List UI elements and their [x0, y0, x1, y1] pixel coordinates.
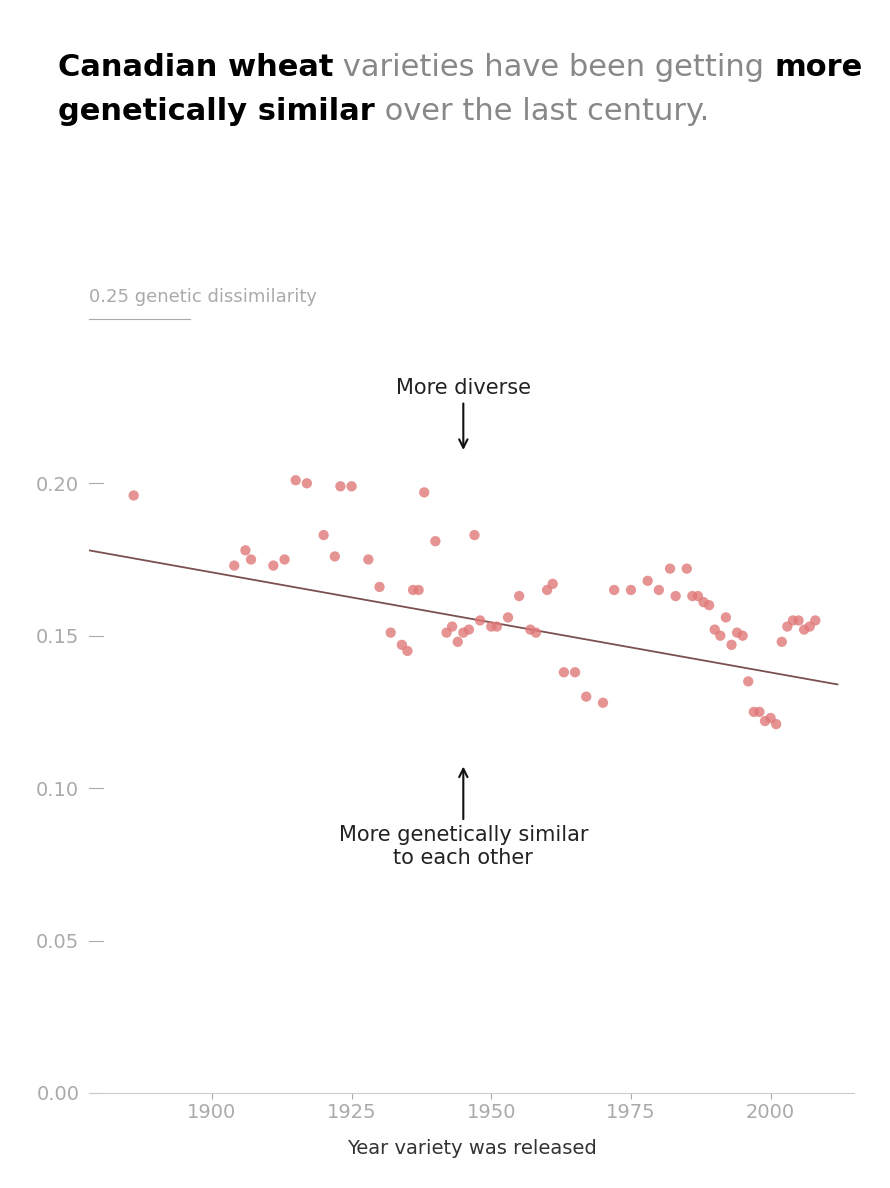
Point	[702, 595, 716, 614]
Point	[512, 587, 526, 606]
Text: over the last century.: over the last century.	[375, 97, 708, 126]
Point	[641, 571, 655, 590]
Point	[239, 541, 253, 560]
Point	[596, 694, 611, 713]
Point	[691, 587, 705, 606]
Point	[774, 632, 789, 651]
Point	[752, 702, 766, 721]
Point	[791, 611, 805, 630]
Text: Canadian wheat: Canadian wheat	[58, 53, 334, 82]
Point	[484, 617, 498, 636]
Point	[300, 474, 314, 493]
Point	[741, 672, 756, 691]
Point	[328, 546, 342, 565]
Point	[529, 624, 543, 643]
Point	[440, 624, 454, 643]
Point	[317, 525, 331, 544]
Point	[668, 587, 683, 606]
Point	[428, 532, 442, 551]
X-axis label: Year variety was released: Year variety was released	[347, 1139, 596, 1158]
Point	[680, 560, 694, 579]
Point	[384, 624, 398, 643]
Point	[406, 581, 420, 600]
Point	[417, 482, 432, 501]
Point	[395, 636, 409, 655]
Point	[266, 556, 280, 575]
Text: More diverse: More diverse	[396, 378, 530, 448]
Point	[579, 687, 594, 706]
Point	[730, 624, 744, 643]
Point	[411, 581, 425, 600]
Point	[467, 525, 481, 544]
Point	[786, 611, 800, 630]
Point	[607, 581, 621, 600]
Point	[568, 663, 582, 682]
Point	[372, 577, 386, 596]
Point	[719, 608, 733, 627]
Point	[663, 560, 677, 579]
Text: 0.25 genetic dissimilarity: 0.25 genetic dissimilarity	[89, 289, 317, 307]
Point	[445, 617, 459, 636]
Point	[457, 624, 471, 643]
Point	[126, 486, 141, 505]
Point	[333, 476, 347, 495]
Point	[450, 632, 465, 651]
Point	[685, 587, 700, 606]
Text: more: more	[774, 53, 862, 82]
Point	[244, 550, 258, 569]
Point	[803, 617, 817, 636]
Point	[758, 712, 773, 731]
Point	[624, 581, 638, 600]
Point	[227, 556, 241, 575]
Point	[557, 663, 571, 682]
Point	[400, 642, 415, 661]
Point	[697, 593, 711, 612]
Point	[781, 617, 795, 636]
Point	[490, 617, 504, 636]
Point	[651, 581, 666, 600]
Point	[808, 611, 822, 630]
Point	[344, 476, 359, 495]
Point	[278, 550, 292, 569]
Point	[546, 574, 560, 593]
Point	[462, 620, 476, 639]
Text: More genetically similar
to each other: More genetically similar to each other	[338, 769, 588, 868]
Point	[288, 470, 303, 489]
Point	[523, 620, 538, 639]
Point	[713, 626, 727, 645]
Point	[501, 608, 515, 627]
Point	[708, 620, 722, 639]
Point	[473, 611, 487, 630]
Point	[361, 550, 376, 569]
Point	[769, 715, 783, 734]
Text: varieties have been getting: varieties have been getting	[334, 53, 774, 82]
Point	[797, 620, 812, 639]
Point	[747, 702, 761, 721]
Point	[735, 626, 749, 645]
Point	[724, 636, 739, 655]
Text: genetically similar: genetically similar	[58, 97, 375, 126]
Point	[540, 581, 554, 600]
Point	[764, 708, 778, 727]
